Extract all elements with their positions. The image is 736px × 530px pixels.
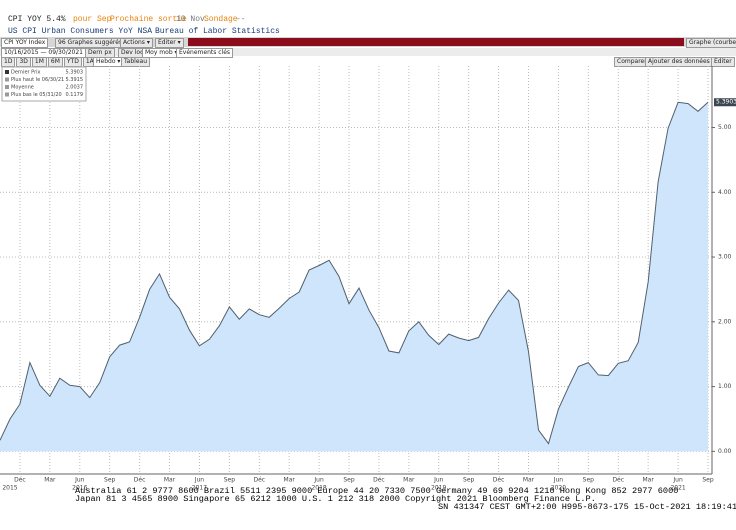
legend-icon xyxy=(5,85,9,89)
x-tick-label: Déc xyxy=(612,477,624,484)
period: pour Sep xyxy=(73,15,112,24)
x-tick-label: Déc xyxy=(14,477,26,484)
key-events[interactable]: Evénements clés xyxy=(176,48,234,58)
y-tick-label: 5.00 xyxy=(718,124,732,131)
y-tick-label: 2.00 xyxy=(718,318,732,325)
legend-value: 5.3903 xyxy=(66,70,84,76)
x-year-label: 2015 xyxy=(2,485,17,491)
legend-icon xyxy=(5,70,9,74)
ticker: CPI YOY 5.4% xyxy=(8,15,66,24)
title-bar xyxy=(188,38,684,46)
chart-mode[interactable]: Graphe (courbe) xyxy=(686,38,736,48)
edit-button[interactable]: Editer ▾ xyxy=(155,38,184,48)
x-tick-label: Sep xyxy=(583,477,595,484)
legend-label: Moyenne xyxy=(11,85,34,91)
last-price-label: 5.3903 xyxy=(716,99,736,106)
next-release-label: Prochaine sortie xyxy=(110,15,187,24)
area xyxy=(0,102,708,452)
footer-line: Australia 61 2 9777 8600 Brazil 5511 239… xyxy=(75,486,679,496)
x-tick-label: Sep xyxy=(343,477,355,484)
x-tick-label: Sep xyxy=(104,477,116,484)
x-year-label: 2018 xyxy=(311,485,326,491)
x-tick-label: Jun xyxy=(672,477,683,484)
y-tick-label: 4.00 xyxy=(718,189,732,196)
x-tick-label: Mar xyxy=(403,477,415,484)
survey-label: Sondage xyxy=(204,15,238,24)
footer-line: Japan 81 3 4565 8900 Singapore 65 6212 1… xyxy=(75,494,596,504)
x-tick-label: Déc xyxy=(373,477,385,484)
suggested-button[interactable]: 96 Graphes suggérés xyxy=(55,38,126,48)
x-tick-label: Mar xyxy=(523,477,535,484)
x-tick-label: Déc xyxy=(493,477,505,484)
source: Bureau of Labor Statistics xyxy=(155,27,280,36)
legend-label: Dernier Prix xyxy=(11,70,41,76)
footer-line: SN 431347 CEST GMT+2:00 H995-8673-175 15… xyxy=(438,502,736,512)
legend-label: Plus haut le 06/30/21 xyxy=(11,77,64,83)
survey-value: -- xyxy=(236,15,246,24)
x-tick-label: Mar xyxy=(643,477,655,484)
edit2-button[interactable]: Editer xyxy=(711,57,735,67)
y-tick-label: 3.00 xyxy=(718,254,732,261)
x-year-label: 2021 xyxy=(670,485,685,491)
line xyxy=(0,101,709,445)
x-tick-label: Mar xyxy=(164,477,176,484)
legend-icon xyxy=(5,92,9,97)
legend-label: Plus bas le 05/31/20 xyxy=(11,92,62,98)
x-tick-label: Déc xyxy=(253,477,265,484)
security-input[interactable]: CPI YOY Index xyxy=(1,38,49,48)
x-tick-label: Déc xyxy=(134,477,146,484)
chart: 0.00 1.00 2.00 3.00 4.00 5.00 Déc Mar Jun Sep Déc M… xyxy=(0,66,736,490)
x-tick-label: Jun xyxy=(313,477,324,484)
x-tick-label: Sep xyxy=(463,477,475,484)
last-price-tag xyxy=(714,98,736,107)
x-tick-label: Jun xyxy=(194,477,205,484)
x-year-label: 2019 xyxy=(431,485,446,491)
x-tick-label: Jun xyxy=(74,477,85,484)
y-tick-label: 0.00 xyxy=(718,448,732,455)
x-tick-label: Mar xyxy=(284,477,296,484)
x-year-label: 2020 xyxy=(551,485,566,491)
legend-box xyxy=(1,66,87,102)
x-tick-label: Jun xyxy=(553,477,564,484)
next-release-date: 10 Nov xyxy=(176,15,205,24)
legend-value: 2.0037 xyxy=(66,85,84,91)
legend-value: 0.1179 xyxy=(66,92,84,98)
actions-button[interactable]: Actions ▾ xyxy=(120,38,153,48)
legend-value: 5.3915 xyxy=(66,77,84,83)
x-tick-label: Jun xyxy=(433,477,444,484)
x-tick-label: Mar xyxy=(44,477,56,484)
x-tick-label: Sep xyxy=(224,477,236,484)
x-year-label: 2017 xyxy=(192,485,207,491)
legend-icon xyxy=(5,77,9,82)
x-year-label: 2016 xyxy=(72,485,87,491)
y-tick-label: 1.00 xyxy=(718,383,732,390)
toolbar-dates xyxy=(0,48,736,56)
table-button[interactable]: Tableau xyxy=(121,57,150,67)
x-tick-label: Sep xyxy=(702,477,714,484)
description: US CPI Urban Consumers YoY NSA xyxy=(8,27,153,36)
